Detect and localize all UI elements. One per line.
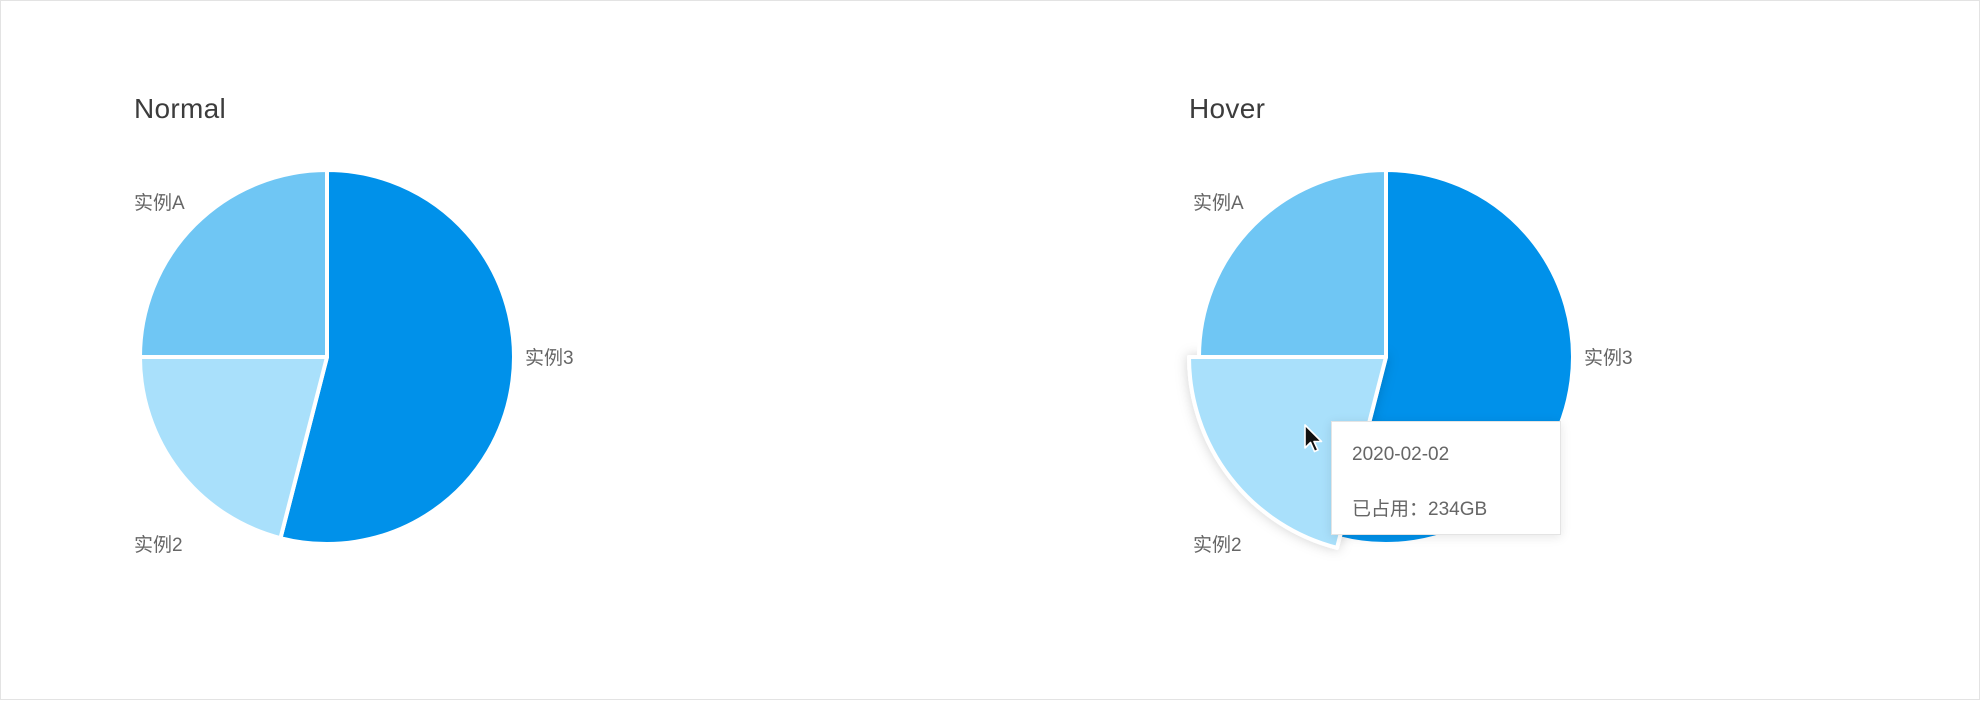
chart-title: Hover bbox=[1189, 93, 1266, 124]
slice-label: 实例A bbox=[1193, 192, 1244, 214]
pie-slice[interactable] bbox=[1197, 168, 1388, 359]
tooltip-row: 已占用：234GB bbox=[1352, 494, 1487, 521]
slice-label: 实例3 bbox=[1584, 347, 1633, 369]
pie-slice[interactable] bbox=[138, 355, 329, 541]
pie-slice[interactable] bbox=[278, 168, 516, 546]
slice-label: 实例2 bbox=[134, 534, 183, 556]
hover-chart-panel: Hover 实例3 实例2 实例A bbox=[1056, 1, 1756, 701]
pie-chart-normal: 实例3 实例2 实例A bbox=[134, 168, 574, 556]
pie-chart-hover: 实例3 实例2 实例A bbox=[1187, 168, 1633, 556]
chart-title: Normal bbox=[134, 93, 227, 124]
pie-slice[interactable] bbox=[138, 168, 329, 359]
slice-label: 实例3 bbox=[525, 347, 574, 369]
tooltip-label: 已占用： bbox=[1352, 499, 1429, 520]
normal-chart-panel: Normal 实例3 实例2 实例A bbox=[1, 1, 701, 701]
chart-tooltip: 2020-02-02 已占用：234GB bbox=[1331, 421, 1561, 535]
mouse-pointer-icon bbox=[1304, 424, 1323, 453]
slice-label: 实例A bbox=[134, 192, 185, 214]
tooltip-value: 234GB bbox=[1428, 499, 1488, 520]
tooltip-date: 2020-02-02 bbox=[1352, 444, 1450, 465]
slice-label: 实例2 bbox=[1193, 534, 1242, 556]
